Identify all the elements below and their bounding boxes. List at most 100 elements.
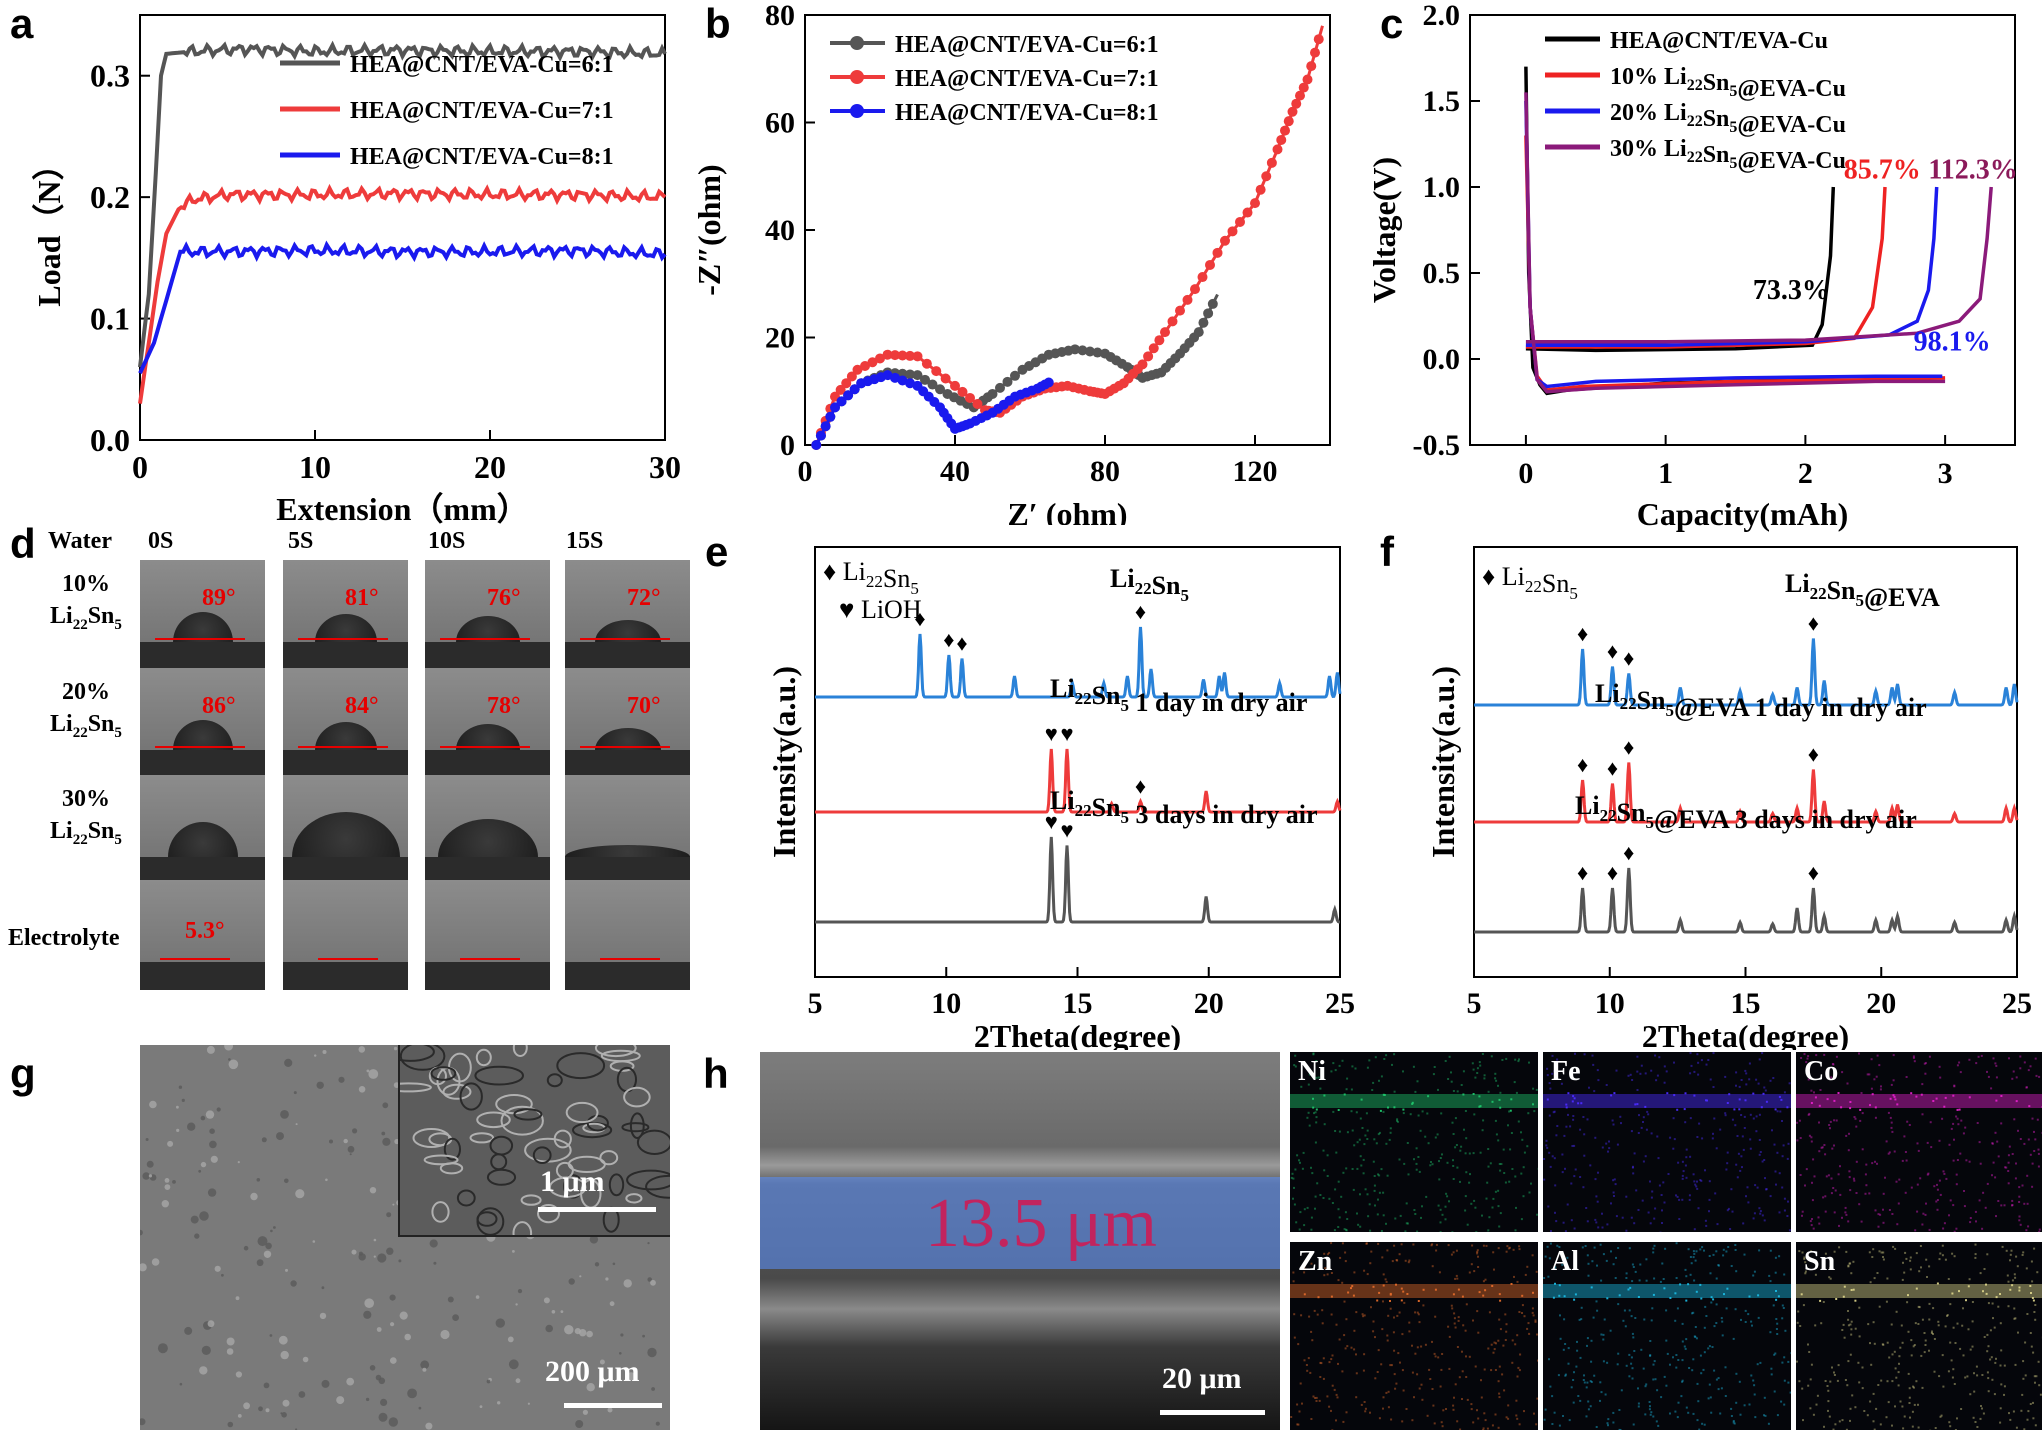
eds-dot <box>1937 1324 1940 1327</box>
eds-dot <box>1444 1218 1447 1221</box>
surface-particle <box>515 1378 521 1384</box>
surface-particle <box>620 1333 624 1337</box>
data-point <box>860 360 870 371</box>
eds-dot <box>1559 1337 1562 1340</box>
eds-dot <box>1954 1342 1957 1344</box>
surface-structure <box>626 1169 670 1191</box>
eds-dot <box>1649 1180 1651 1183</box>
eds-dot <box>1650 1196 1653 1199</box>
eds-dot <box>1351 1285 1354 1288</box>
eds-dot <box>1559 1314 1561 1317</box>
xrd-pattern <box>815 626 1342 699</box>
eds-dot <box>1461 1398 1463 1400</box>
eds-dot <box>1995 1064 1998 1067</box>
eds-dot <box>1952 1204 1955 1207</box>
data-point <box>852 364 863 375</box>
eds-dot <box>1452 1404 1455 1407</box>
eds-dot <box>1574 1293 1577 1296</box>
peak-marker: ♦ <box>1808 860 1819 885</box>
eds-dot <box>1725 1307 1728 1310</box>
eds-dot <box>1502 1148 1505 1151</box>
eds-dot <box>1664 1247 1667 1250</box>
eds-dot <box>1969 1217 1972 1219</box>
eds-dot <box>1418 1321 1421 1324</box>
eds-dot <box>1958 1108 1961 1111</box>
eds-dot <box>1801 1387 1804 1390</box>
eds-dot <box>1397 1352 1400 1355</box>
eds-dot <box>1819 1089 1822 1091</box>
eds-dot <box>1674 1319 1677 1322</box>
eds-dot <box>1684 1092 1687 1095</box>
eds-dot <box>1586 1344 1588 1347</box>
eds-dot <box>1592 1316 1595 1319</box>
eds-dot <box>1956 1159 1959 1161</box>
surface-structure <box>474 1065 524 1086</box>
eds-dot <box>1564 1167 1566 1170</box>
eds-dot <box>1789 1391 1791 1394</box>
eds-dot <box>1345 1411 1348 1414</box>
eds-dot <box>1925 1258 1928 1261</box>
eds-dot <box>1580 1306 1583 1309</box>
data-point <box>815 430 826 441</box>
eds-dot <box>1593 1090 1596 1093</box>
eds-dot <box>1328 1266 1330 1268</box>
eds-dot <box>1847 1324 1850 1327</box>
eds-dot <box>1356 1167 1359 1170</box>
eds-dot <box>1853 1116 1856 1118</box>
surface-particle <box>433 1261 437 1265</box>
surface-particle <box>161 1200 169 1208</box>
eds-dot <box>1735 1084 1737 1087</box>
eds-dot <box>1776 1110 1779 1113</box>
eds-dot <box>1470 1263 1473 1266</box>
surface-particle <box>386 1247 394 1255</box>
eds-dot <box>1594 1218 1597 1221</box>
eds-dot <box>1361 1127 1364 1129</box>
data-point <box>940 373 951 384</box>
eds-dot <box>1419 1129 1422 1132</box>
eds-dot <box>1708 1198 1711 1201</box>
eds-dot <box>1407 1173 1410 1176</box>
eds-dot <box>1630 1356 1633 1359</box>
legend-label: HEA@CNT/EVA-Cu=6:1 <box>895 32 1159 58</box>
surface-particle <box>148 1174 152 1178</box>
eds-dot <box>1372 1285 1375 1288</box>
eds-dot <box>1474 1206 1477 1209</box>
eds-dot <box>1999 1364 2002 1367</box>
eds-dot <box>1921 1318 1924 1321</box>
eds-dot <box>1774 1170 1777 1173</box>
eds-dot <box>1355 1396 1358 1399</box>
eds-dot <box>2034 1381 2036 1384</box>
eds-dot <box>1303 1293 1306 1296</box>
eds-dot <box>1949 1199 1952 1202</box>
eds-dot <box>1731 1210 1734 1213</box>
eds-dot <box>1452 1251 1455 1254</box>
eds-dot <box>1361 1313 1364 1316</box>
eds-dot <box>1607 1150 1609 1153</box>
surface-particle <box>407 1388 417 1399</box>
eds-dot <box>1393 1244 1396 1247</box>
eds-dot <box>1587 1408 1590 1411</box>
eds-dot <box>1827 1409 1829 1412</box>
eds-dot <box>1369 1411 1371 1414</box>
eds-dot <box>1780 1400 1783 1403</box>
eds-dot <box>1589 1405 1592 1408</box>
eds-dot <box>1951 1376 1954 1379</box>
eds-dot <box>2007 1305 2010 1308</box>
surface-particle <box>609 1301 615 1307</box>
inset-scale-bar <box>538 1207 656 1212</box>
eds-dot <box>1836 1379 1839 1382</box>
eds-dot <box>1534 1320 1537 1323</box>
eds-dot <box>1551 1395 1554 1398</box>
eds-dot <box>1619 1115 1622 1118</box>
eds-dot <box>1911 1410 1914 1413</box>
eds-dot <box>1873 1428 1876 1430</box>
eds-dot <box>1638 1114 1640 1117</box>
col-header-15s: 15S <box>566 528 604 554</box>
eds-dot <box>1465 1171 1468 1174</box>
eds-dot <box>1689 1072 1692 1075</box>
eds-dot <box>1796 1139 1799 1142</box>
eds-dot <box>1522 1195 1525 1198</box>
eds-dot <box>1769 1079 1772 1082</box>
eds-dot <box>2013 1273 2016 1276</box>
eds-dot <box>1553 1110 1556 1113</box>
